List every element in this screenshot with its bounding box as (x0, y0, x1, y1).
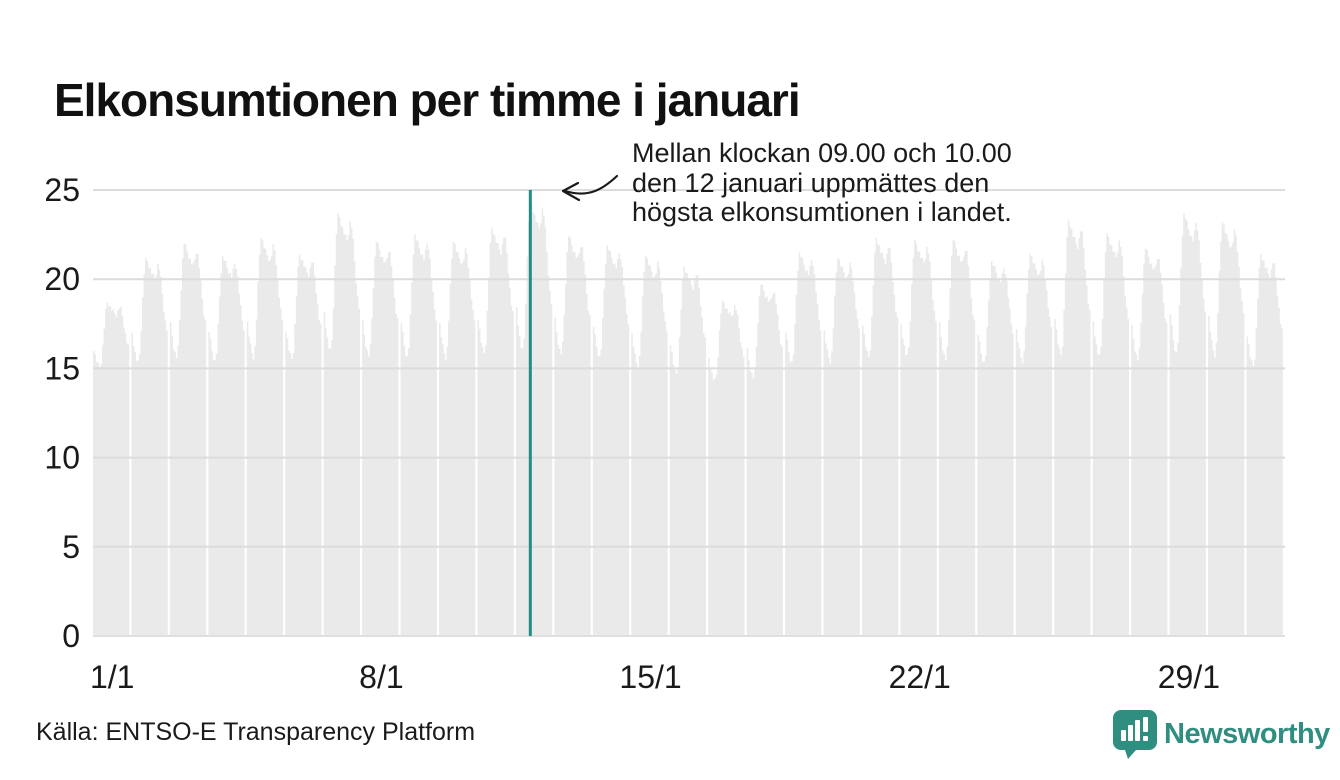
consumption-day-area (1131, 248, 1168, 636)
consumption-day-area (631, 256, 668, 636)
y-tick-label: 15 (44, 350, 80, 386)
consumption-day-area (1169, 213, 1206, 636)
annotation-arrow-icon (563, 174, 619, 195)
x-tick-label: 29/1 (1158, 659, 1220, 695)
consumption-day-area (592, 245, 630, 637)
y-tick-label: 5 (62, 529, 80, 565)
consumption-day-area (477, 227, 514, 636)
annotation-arrowhead-icon (561, 181, 581, 202)
consumption-day-area (1092, 232, 1129, 636)
consumption-day-area (785, 252, 822, 636)
annotation-line-3: högsta elkonsumtionen i landet. (632, 197, 1012, 227)
consumption-day-area (93, 302, 130, 636)
consumption-day-area (1246, 254, 1283, 636)
x-tick-label: 22/1 (889, 659, 951, 695)
x-tick-label: 1/1 (90, 659, 134, 695)
y-tick-label: 25 (44, 172, 80, 208)
source-attribution: Källa: ENTSO-E Transparency Platform (36, 718, 476, 746)
bar-chart-marker-icon (1113, 710, 1157, 759)
axis-layer: 0 5 10 15 20 25 1/1 8/1 15/1 22/1 29/1 (44, 172, 1220, 695)
consumption-day-area (1208, 222, 1245, 637)
peak-annotation: Mellan klockan 09.00 och 10.00 den 12 ja… (632, 138, 1012, 228)
bars-layer (93, 198, 1283, 637)
newsworthy-logo: Newsworthy (1112, 708, 1330, 760)
consumption-day-area (862, 238, 899, 637)
consumption-day-area (362, 241, 399, 637)
consumption-day-area (169, 243, 207, 636)
consumption-day-area (285, 254, 322, 636)
consumption-day-area (977, 261, 1014, 636)
consumption-day-area (439, 241, 476, 637)
consumption-day-area (246, 238, 284, 637)
consumption-day-area (515, 198, 553, 637)
grid-layer (93, 189, 1285, 637)
consumption-day-area (208, 256, 245, 636)
y-tick-label: 0 (62, 618, 80, 654)
annotation-line-1: Mellan klockan 09.00 och 10.00 (632, 138, 1012, 168)
brand-name: Newsworthy (1164, 717, 1330, 750)
y-tick-label: 20 (44, 261, 80, 297)
y-tick-label: 10 (44, 440, 80, 476)
consumption-day-area (938, 239, 976, 636)
consumption-day-area (708, 300, 745, 636)
consumption-day-area (669, 266, 707, 636)
consumption-day-area (554, 236, 591, 636)
x-tick-label: 15/1 (619, 659, 681, 695)
consumption-day-area (1015, 254, 1053, 636)
consumption-day-area (823, 257, 860, 636)
consumption-day-area (900, 239, 937, 636)
consumption-day-area (1054, 220, 1091, 636)
consumption-day-area (746, 284, 783, 636)
annotation-line-2: den 12 januari uppmättes den (632, 167, 990, 198)
consumption-day-area (400, 234, 437, 636)
x-tick-label: 8/1 (359, 659, 403, 695)
consumption-day-area (131, 257, 168, 636)
page-title: Elkonsumtionen per timme i januari (54, 73, 801, 126)
consumption-day-area (323, 213, 360, 636)
